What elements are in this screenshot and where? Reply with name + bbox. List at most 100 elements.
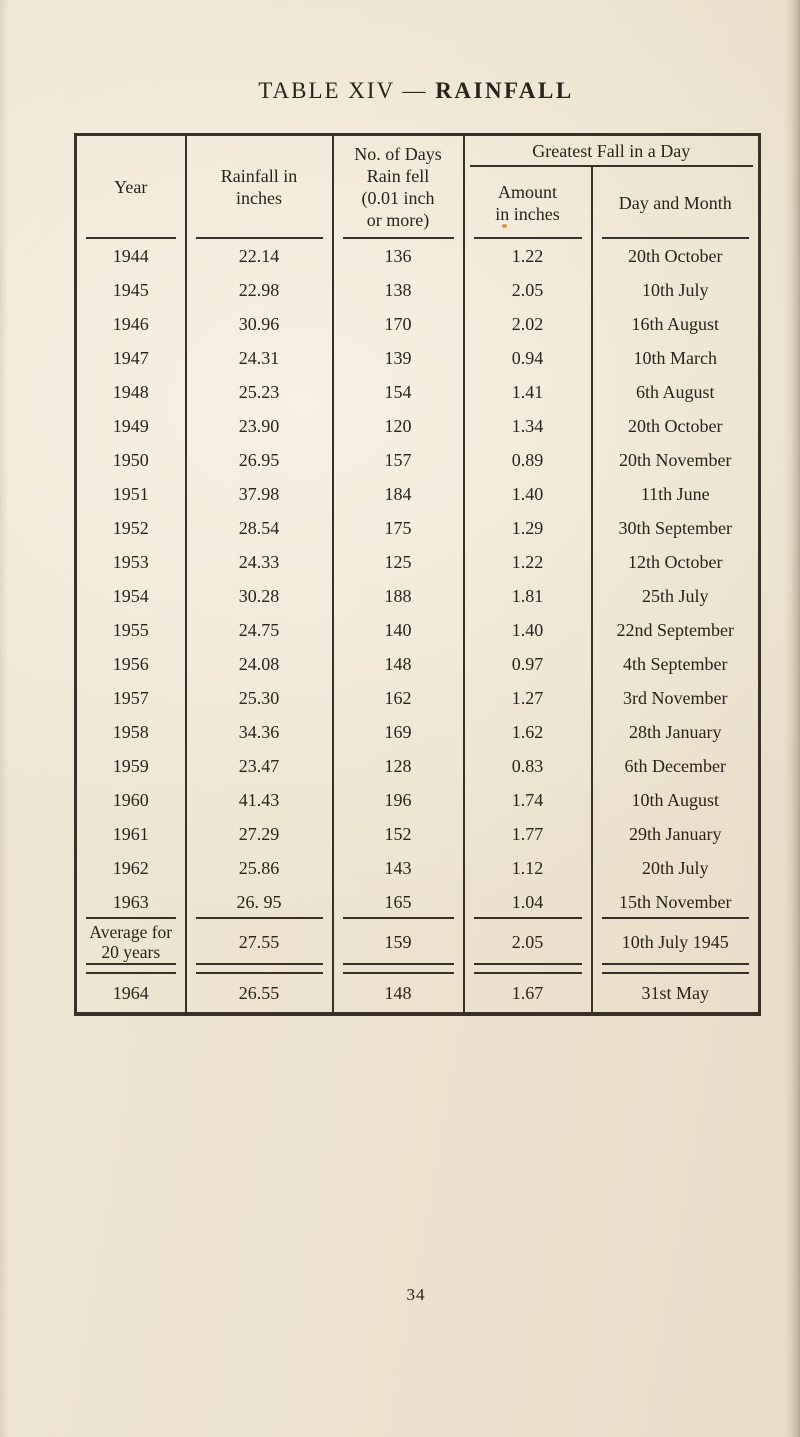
cell-amount: 0.94 — [463, 340, 593, 375]
average-row: Average for 20 years 27.55 159 2.05 10th… — [75, 918, 760, 965]
cell-rainfall: 26.95 — [185, 442, 334, 477]
cell-rainfall: 41.43 — [185, 782, 334, 817]
cell-rainfall: 24.08 — [185, 646, 334, 681]
cell-days: 136 — [332, 238, 465, 273]
cell-year: 1946 — [75, 306, 187, 341]
cell-rainfall: 28.54 — [185, 510, 334, 545]
cell-days: 170 — [332, 306, 465, 341]
table-row: 1955 24.75 140 1.40 22nd September — [75, 612, 760, 647]
cell-amount: 1.40 — [463, 612, 593, 647]
cell-average-days: 159 — [332, 918, 465, 965]
cell-day-month: 29th January — [629, 823, 722, 844]
cell-days: 148 — [332, 973, 465, 1014]
cell-rainfall: 22.98 — [185, 272, 334, 307]
cell-days: 152 — [332, 816, 465, 851]
table-row: 1956 24.08 148 0.97 4th September — [75, 646, 760, 681]
table-row: 1954 30.28 188 1.81 25th July — [75, 578, 760, 613]
cell-rainfall: 27.29 — [185, 816, 334, 851]
cell-amount: 0.83 — [463, 748, 593, 783]
table-row: 1945 22.98 138 2.05 10th July — [75, 272, 760, 307]
cell-year: 1959 — [75, 748, 187, 783]
cell-amount: 1.22 — [463, 544, 593, 579]
table-row: 1947 24.31 139 0.94 10th March — [75, 340, 760, 375]
table-row: 1962 25.86 143 1.12 20th July — [75, 850, 760, 885]
table-header: Year Rainfall in inches No. of Days Rain… — [75, 134, 760, 239]
cell-day-month: 20th October — [628, 245, 723, 266]
col-header-days: No. of Days Rain fell (0.01 inch or more… — [332, 134, 465, 239]
cell-rainfall: 26.55 — [185, 973, 334, 1014]
cell-days: 139 — [332, 340, 465, 375]
cell-amount: 1.04 — [463, 884, 593, 919]
cell-rainfall: 24.33 — [185, 544, 334, 579]
cell-day-month: 11th June — [640, 483, 710, 504]
cell-year: 1944 — [75, 238, 187, 273]
table-row: 1944 22.14 136 1.22 20th October — [75, 238, 760, 273]
cell-year: 1956 — [75, 646, 187, 681]
cell-days: 128 — [332, 748, 465, 783]
cell-days: 148 — [332, 646, 465, 681]
cell-year: 1962 — [75, 850, 187, 885]
cell-year: 1954 — [75, 578, 187, 613]
cell-days: 138 — [332, 272, 465, 307]
cell-days: 165 — [332, 884, 465, 919]
cell-year: 1961 — [75, 816, 187, 851]
cell-amount: 1.34 — [463, 408, 593, 443]
cell-year: 1955 — [75, 612, 187, 647]
print-speck — [502, 224, 507, 228]
cell-rainfall: 37.98 — [185, 476, 334, 511]
cell-day-month: 31st May — [641, 982, 710, 1003]
cell-day-month: 28th January — [629, 721, 722, 742]
cell-year: 1953 — [75, 544, 187, 579]
cell-rainfall: 26. 95 — [185, 884, 334, 919]
table-row: 1957 25.30 162 1.27 3rd November — [75, 680, 760, 715]
data-body: 1944 22.14 136 1.22 20th October 1945 22… — [75, 238, 760, 919]
cell-amount: 1.12 — [463, 850, 593, 885]
cell-rainfall: 23.90 — [185, 408, 334, 443]
cell-day-month: 10th March — [633, 347, 717, 368]
cell-day-month: 4th September — [623, 653, 728, 674]
cell-days: 184 — [332, 476, 465, 511]
col-header-year: Year — [75, 134, 187, 239]
table-number-label: TABLE XIV — — [258, 78, 436, 103]
rainfall-table: Year Rainfall in inches No. of Days Rain… — [74, 133, 762, 1016]
cell-days: 140 — [332, 612, 465, 647]
table-row: 1952 28.54 175 1.29 30th September — [75, 510, 760, 545]
cell-days: 175 — [332, 510, 465, 545]
table-row: 1949 23.90 120 1.34 20th October — [75, 408, 760, 443]
cell-days: 188 — [332, 578, 465, 613]
table-row: 1948 25.23 154 1.41 6th August — [75, 374, 760, 409]
cell-average-rainfall: 27.55 — [185, 918, 334, 965]
page-title: TABLE XIV — RAINFALL — [74, 78, 758, 104]
cell-year: 1958 — [75, 714, 187, 749]
page-number: 34 — [406, 1285, 426, 1304]
table-row: 1959 23.47 128 0.83 6th December — [75, 748, 760, 783]
cell-amount: 1.41 — [463, 374, 593, 409]
cell-year: 1950 — [75, 442, 187, 477]
cell-rainfall: 24.75 — [185, 612, 334, 647]
cell-rainfall: 22.14 — [185, 238, 334, 273]
cell-amount: 1.27 — [463, 680, 593, 715]
cell-days: 120 — [332, 408, 465, 443]
cell-amount: 1.67 — [463, 973, 593, 1014]
cell-amount: 1.29 — [463, 510, 593, 545]
cell-days: 196 — [332, 782, 465, 817]
cell-day-month: 12th October — [628, 551, 723, 572]
cell-day-month: 25th July — [642, 585, 709, 606]
cell-amount: 1.77 — [463, 816, 593, 851]
col-header-amount: Amount in inches — [463, 166, 593, 239]
double-rule-spacer — [75, 964, 760, 974]
table-row: 1950 26.95 157 0.89 20th November — [75, 442, 760, 477]
cell-days: 162 — [332, 680, 465, 715]
cell-rainfall: 23.47 — [185, 748, 334, 783]
table-row: 1953 24.33 125 1.22 12th October — [75, 544, 760, 579]
cell-amount: 0.97 — [463, 646, 593, 681]
cell-amount: 1.22 — [463, 238, 593, 273]
cell-rainfall: 30.28 — [185, 578, 334, 613]
cell-amount: 1.62 — [463, 714, 593, 749]
cell-rainfall: 25.30 — [185, 680, 334, 715]
cell-day-month: 3rd November — [623, 687, 728, 708]
cell-average-label: Average for 20 years — [75, 918, 187, 965]
cell-average-amount: 2.05 — [463, 918, 593, 965]
cell-year: 1957 — [75, 680, 187, 715]
col-header-rainfall: Rainfall in inches — [185, 134, 334, 239]
